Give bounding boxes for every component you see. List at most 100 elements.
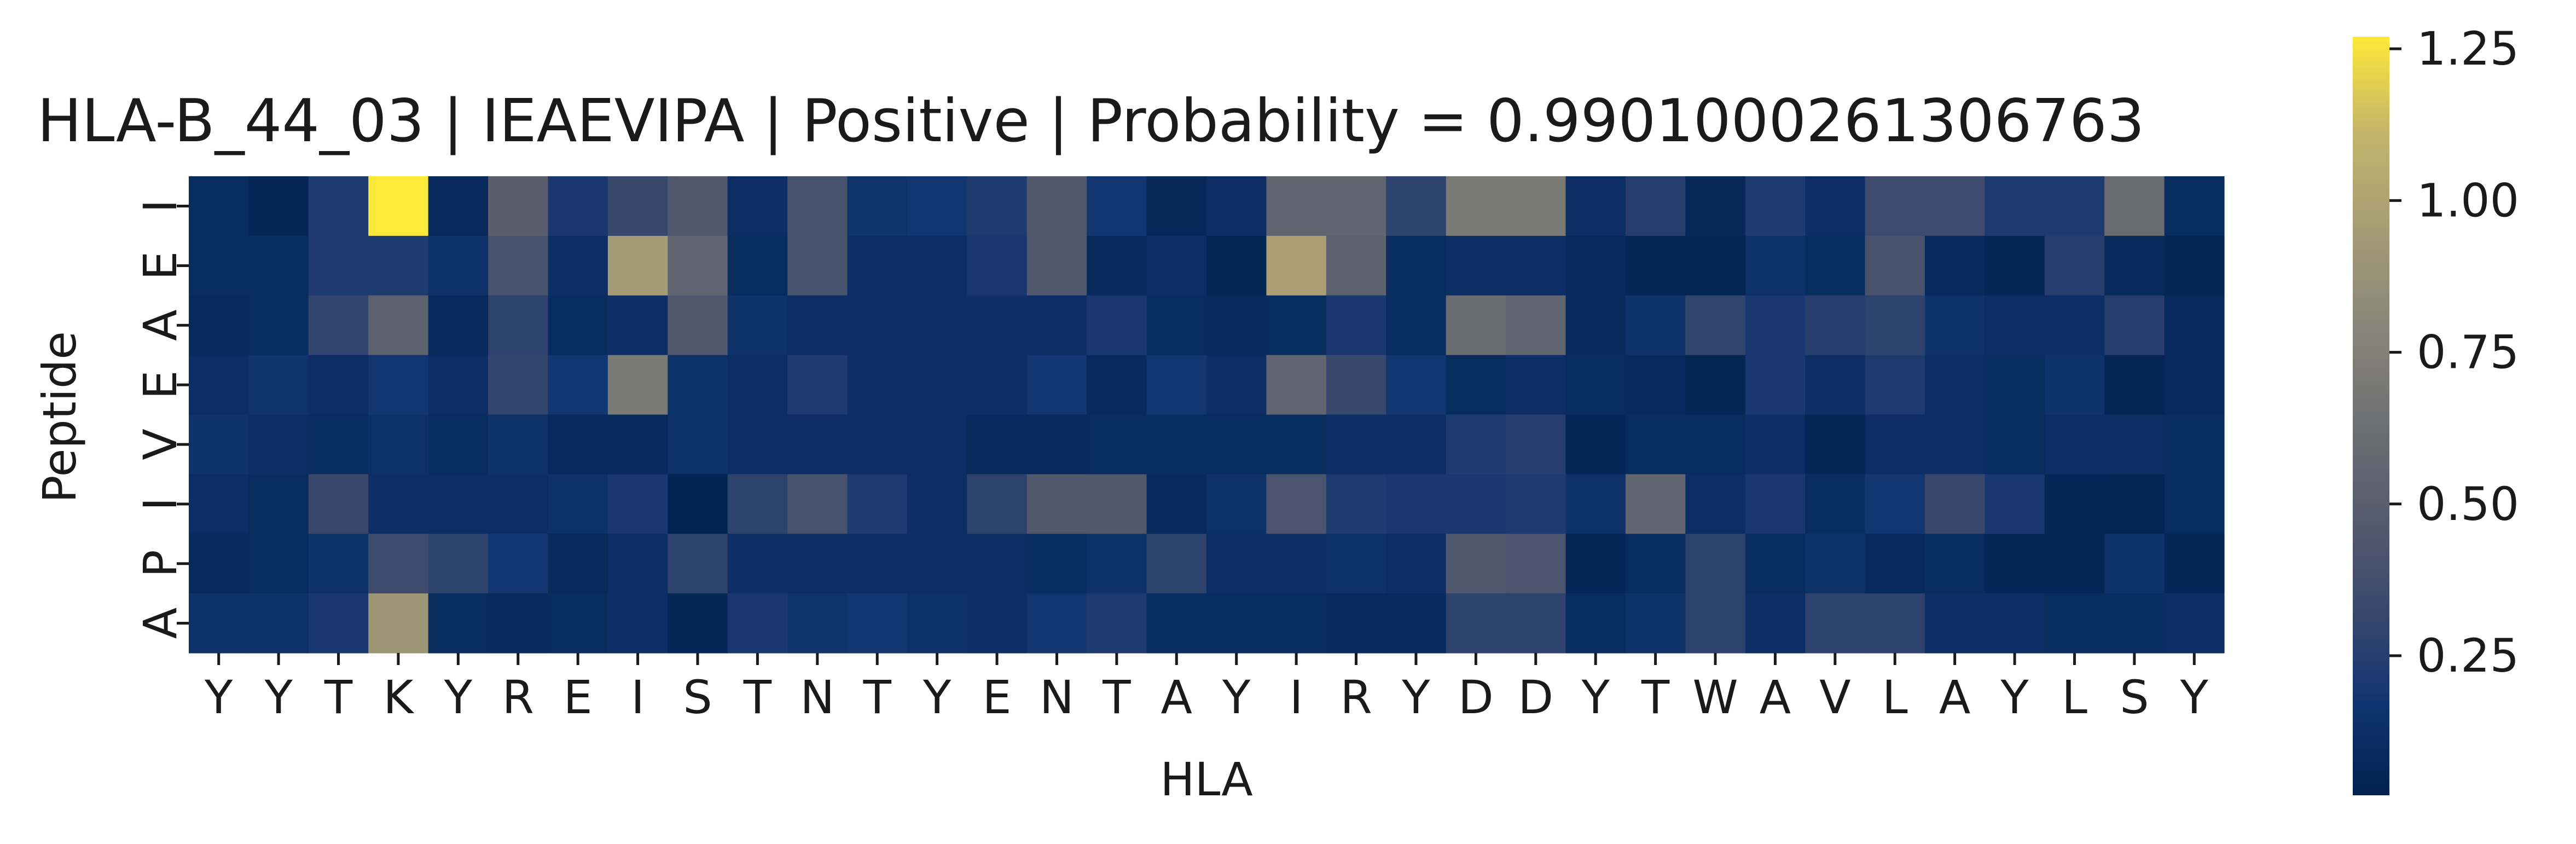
- heatmap-cell: [248, 235, 309, 296]
- heatmap-cell: [308, 235, 369, 296]
- heatmap-cell: [1865, 295, 1925, 356]
- heatmap-cell: [1805, 414, 1866, 475]
- heatmap-cell: [189, 235, 250, 296]
- heatmap-cell: [308, 355, 369, 415]
- heatmap-cell: [1685, 414, 1746, 475]
- heatmap-cell: [2164, 176, 2225, 236]
- heatmap-cell: [1565, 235, 1626, 296]
- heatmap-cell: [967, 414, 1028, 475]
- heatmap-cell: [607, 176, 668, 236]
- heatmap-cell: [1625, 414, 1686, 475]
- heatmap-cell: [1865, 593, 1925, 654]
- heatmap-cell: [1506, 474, 1567, 534]
- x-tick-label: L: [1882, 670, 1908, 724]
- heatmap-cell: [2164, 474, 2225, 534]
- y-axis-ticks: IEAEVIPA: [134, 199, 189, 639]
- heatmap-cell: [1924, 474, 1985, 534]
- heatmap-cell: [1386, 235, 1447, 296]
- heatmap-cell: [1685, 474, 1746, 534]
- heatmap-cell: [1506, 414, 1567, 475]
- heatmap-cell: [1865, 414, 1925, 475]
- y-tick-label: E: [134, 371, 187, 400]
- heatmap-cell: [1266, 355, 1327, 415]
- x-tick-label: Y: [2000, 670, 2029, 724]
- y-tick-label: A: [134, 608, 187, 639]
- heatmap-cell: [428, 295, 489, 356]
- heatmap-cell: [308, 474, 369, 534]
- heatmap-cell: [189, 593, 250, 654]
- heatmap-cell: [548, 176, 608, 236]
- chart-title: HLA-B_44_03 | IEAEVIPA | Positive | Prob…: [37, 87, 2144, 155]
- heatmap-cell: [189, 534, 250, 594]
- heatmap-cell: [1386, 295, 1447, 356]
- heatmap-cell: [1326, 534, 1386, 594]
- heatmap-cell: [1685, 534, 1746, 594]
- heatmap-cell: [2104, 474, 2165, 534]
- heatmap-cell: [847, 355, 908, 415]
- heatmap-cell: [847, 176, 908, 236]
- heatmap-cell: [428, 593, 489, 654]
- heatmap-cell: [1326, 414, 1386, 475]
- heatmap-cell: [248, 593, 309, 654]
- heatmap-cell: [2104, 414, 2165, 475]
- heatmap-cell: [727, 414, 788, 475]
- heatmap-cell: [1985, 235, 2045, 296]
- heatmap-cell: [189, 414, 250, 475]
- x-tick-label: S: [2120, 670, 2149, 724]
- heatmap-cell: [668, 593, 728, 654]
- heatmap-cell: [548, 474, 608, 534]
- heatmap-cell: [1146, 176, 1207, 236]
- x-tick-label: Y: [923, 670, 952, 724]
- heatmap-cell: [1805, 355, 1866, 415]
- heatmap-cell: [1625, 355, 1686, 415]
- y-tick-label: I: [134, 497, 187, 511]
- heatmap-cell: [2044, 295, 2105, 356]
- heatmap-cell: [368, 534, 429, 594]
- heatmap-cell: [1565, 355, 1626, 415]
- heatmap-cell: [1146, 295, 1207, 356]
- heatmap-cell: [1985, 474, 2045, 534]
- heatmap-cell: [2044, 593, 2105, 654]
- heatmap-cell: [548, 235, 608, 296]
- x-tick-label: A: [1161, 670, 1192, 724]
- heatmap-cell: [967, 474, 1028, 534]
- x-tick-label: I: [631, 670, 645, 724]
- heatmap-cell: [2104, 295, 2165, 356]
- heatmap-cell: [1625, 176, 1686, 236]
- heatmap-cell: [248, 534, 309, 594]
- heatmap-cell: [248, 414, 309, 475]
- heatmap-cell: [1446, 593, 1506, 654]
- heatmap-cell: [1924, 176, 1985, 236]
- heatmap-cell: [548, 355, 608, 415]
- x-tick-label: T: [743, 670, 772, 724]
- heatmap-cell: [1685, 355, 1746, 415]
- heatmap-cell: [1805, 474, 1866, 534]
- heatmap-cell: [1745, 176, 1806, 236]
- heatmap-cell: [1506, 176, 1567, 236]
- heatmap-cell: [2104, 593, 2165, 654]
- x-tick-label: E: [983, 670, 1012, 724]
- colorbar-tick-label: 0.25: [2417, 629, 2519, 683]
- heatmap-cell: [308, 295, 369, 356]
- colorbar-tick-label: 0.75: [2417, 326, 2519, 379]
- heatmap-cell: [1924, 414, 1985, 475]
- heatmap-cell: [1206, 534, 1267, 594]
- heatmap-cell: [1087, 534, 1147, 594]
- heatmap-cell: [248, 355, 309, 415]
- heatmap-cell: [488, 176, 549, 236]
- heatmap-cell: [1326, 474, 1386, 534]
- x-tick-label: N: [800, 670, 834, 724]
- x-tick-label: Y: [1401, 670, 1430, 724]
- heatmap-cell: [787, 534, 848, 594]
- heatmap-cell: [488, 355, 549, 415]
- x-tick-label: R: [1340, 670, 1372, 724]
- heatmap-cell: [488, 534, 549, 594]
- heatmap-cell: [548, 414, 608, 475]
- heatmap-cell: [368, 414, 429, 475]
- heatmap-cell: [488, 295, 549, 356]
- heatmap-cell: [189, 176, 250, 236]
- heatmap-cell: [548, 593, 608, 654]
- x-tick-label: T: [1641, 670, 1670, 724]
- heatmap-cell: [1026, 474, 1087, 534]
